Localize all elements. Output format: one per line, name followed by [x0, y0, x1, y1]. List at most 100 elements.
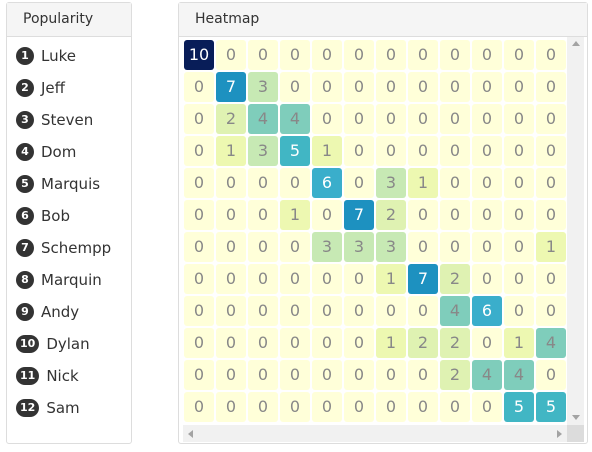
heatmap-cell: 1	[280, 200, 310, 230]
heatmap-cell: 0	[280, 392, 310, 422]
arrow-left-icon[interactable]	[188, 430, 193, 438]
heatmap-cell: 0	[440, 168, 470, 198]
heatmap-cell: 0	[440, 392, 470, 422]
heatmap-cell: 2	[440, 360, 470, 390]
heatmap-grid[interactable]: 10 0 0 0 0 0 0 0 0 0 0 0 0 7 3 0 0 0 0 0 0 0 0 0 0 2 4 4 0 0 0 0 0 0 0 0 0 1 3…	[183, 39, 567, 423]
heatmap-cell: 0	[280, 296, 310, 326]
heatmap-cell: 0	[216, 200, 246, 230]
player-name: Sam	[46, 399, 80, 417]
heatmap-cell: 0	[248, 40, 278, 70]
player-name: Bob	[41, 207, 70, 225]
popularity-item: 12 Sam	[16, 392, 111, 424]
heatmap-cell: 7	[344, 200, 374, 230]
heatmap-cell: 3	[248, 72, 278, 102]
heatmap-cell: 0	[248, 200, 278, 230]
rank-badge: 4	[16, 143, 34, 161]
heatmap-cell: 0	[440, 136, 470, 166]
heatmap-cell: 0	[312, 72, 342, 102]
heatmap-cell: 6	[312, 168, 342, 198]
heatmap-cell: 0	[408, 72, 438, 102]
popularity-item: 1 Luke	[16, 40, 111, 72]
heatmap-cell: 1	[408, 168, 438, 198]
player-name: Luke	[41, 47, 76, 65]
heatmap-cell: 0	[504, 296, 534, 326]
heatmap-cell: 0	[472, 232, 502, 262]
heatmap-cell: 0	[504, 40, 534, 70]
player-name: Dylan	[46, 335, 90, 353]
heatmap-cell: 0	[536, 104, 566, 134]
heatmap-cell: 0	[376, 72, 406, 102]
heatmap-cell: 0	[440, 72, 470, 102]
heatmap-cell: 0	[216, 392, 246, 422]
popularity-item: 9 Andy	[16, 296, 111, 328]
heatmap-cell: 0	[248, 360, 278, 390]
vertical-scrollbar[interactable]	[567, 37, 584, 425]
arrow-right-icon[interactable]	[557, 430, 562, 438]
heatmap-cell: 0	[536, 296, 566, 326]
heatmap-cell: 1	[504, 328, 534, 358]
heatmap-cell: 0	[344, 264, 374, 294]
popularity-item: 11 Nick	[16, 360, 111, 392]
heatmap-cell: 4	[280, 104, 310, 134]
heatmap-cell: 0	[280, 328, 310, 358]
heatmap-cell: 0	[504, 72, 534, 102]
scrollbar-corner	[567, 425, 584, 442]
player-name: Jeff	[41, 79, 65, 97]
rank-badge: 3	[16, 111, 34, 129]
popularity-item: 8 Marquin	[16, 264, 111, 296]
heatmap-cell: 0	[536, 360, 566, 390]
heatmap-cell: 1	[376, 328, 406, 358]
heatmap-cell: 0	[184, 360, 214, 390]
heatmap-cell: 1	[216, 136, 246, 166]
heatmap-cell: 0	[248, 328, 278, 358]
heatmap-cell: 0	[280, 40, 310, 70]
heatmap-cell: 0	[504, 200, 534, 230]
heatmap-cell: 0	[536, 168, 566, 198]
heatmap-cell: 7	[216, 72, 246, 102]
popularity-list: 1 Luke 2 Jeff 3 Steven 4 Dom 5 Marquis 6 Bob 7 Schemp…	[16, 40, 111, 424]
heatmap-cell: 0	[344, 296, 374, 326]
heatmap-cell: 0	[536, 200, 566, 230]
heatmap-cell: 0	[184, 392, 214, 422]
heatmap-cell: 0	[312, 104, 342, 134]
heatmap-cell: 0	[440, 232, 470, 262]
heatmap-cell: 0	[536, 72, 566, 102]
heatmap-cell: 0	[344, 168, 374, 198]
heatmap-cell: 0	[376, 296, 406, 326]
heatmap-cell: 0	[504, 232, 534, 262]
heatmap-cell: 4	[440, 296, 470, 326]
heatmap-cell: 0	[280, 72, 310, 102]
heatmap-cell: 3	[312, 232, 342, 262]
heatmap-cell: 0	[184, 168, 214, 198]
heatmap-cell: 0	[312, 360, 342, 390]
rank-badge: 10	[16, 335, 40, 353]
heatmap-cell: 0	[344, 328, 374, 358]
heatmap-cell: 0	[312, 328, 342, 358]
heatmap-cell: 0	[472, 136, 502, 166]
popularity-item: 6 Bob	[16, 200, 111, 232]
player-name: Steven	[41, 111, 94, 129]
arrow-down-icon[interactable]	[572, 415, 580, 420]
heatmap-cell: 0	[440, 104, 470, 134]
heatmap-cell: 0	[216, 296, 246, 326]
rank-badge: 8	[16, 271, 34, 289]
player-name: Andy	[41, 303, 80, 321]
rank-badge: 5	[16, 175, 34, 193]
rank-badge: 6	[16, 207, 34, 225]
heatmap-cell: 0	[536, 264, 566, 294]
heatmap-cell: 0	[248, 232, 278, 262]
heatmap-cell: 4	[504, 360, 534, 390]
heatmap-cell: 1	[376, 264, 406, 294]
horizontal-scrollbar[interactable]	[183, 425, 567, 442]
heatmap-cell: 0	[312, 392, 342, 422]
heatmap-cell: 0	[280, 168, 310, 198]
heatmap-cell: 0	[376, 360, 406, 390]
player-name: Marquin	[41, 271, 102, 289]
heatmap-cell: 0	[536, 136, 566, 166]
arrow-up-icon[interactable]	[572, 41, 580, 46]
heatmap-cell: 5	[280, 136, 310, 166]
heatmap-cell: 4	[248, 104, 278, 134]
heatmap-cell: 0	[344, 40, 374, 70]
heatmap-cell: 3	[344, 232, 374, 262]
heatmap-cell: 0	[184, 296, 214, 326]
